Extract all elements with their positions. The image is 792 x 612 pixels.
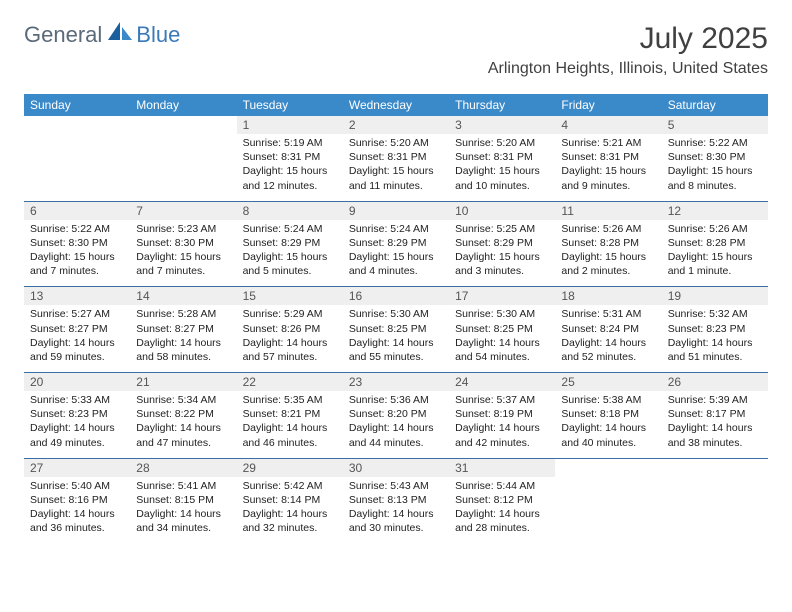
day-content-cell [24,134,130,201]
day-number-cell: 3 [449,116,555,134]
day-content-cell: Sunrise: 5:35 AM Sunset: 8:21 PM Dayligh… [237,391,343,458]
day-content-cell: Sunrise: 5:20 AM Sunset: 8:31 PM Dayligh… [449,134,555,201]
day-content-cell: Sunrise: 5:25 AM Sunset: 8:29 PM Dayligh… [449,220,555,287]
day-number-cell: 2 [343,116,449,134]
day-content-cell: Sunrise: 5:23 AM Sunset: 8:30 PM Dayligh… [130,220,236,287]
day-number-cell: 17 [449,287,555,306]
day-content-cell: Sunrise: 5:34 AM Sunset: 8:22 PM Dayligh… [130,391,236,458]
header: General Blue July 2025 Arlington Heights… [0,0,792,86]
day-number-cell: 13 [24,287,130,306]
day-content-cell [130,134,236,201]
day-content-cell: Sunrise: 5:29 AM Sunset: 8:26 PM Dayligh… [237,305,343,372]
day-content-cell: Sunrise: 5:26 AM Sunset: 8:28 PM Dayligh… [555,220,661,287]
day-content-row: Sunrise: 5:40 AM Sunset: 8:16 PM Dayligh… [24,477,768,544]
day-number-cell: 26 [662,373,768,392]
day-content-row: Sunrise: 5:27 AM Sunset: 8:27 PM Dayligh… [24,305,768,372]
day-number-row: 6789101112 [24,201,768,220]
day-content-cell: Sunrise: 5:33 AM Sunset: 8:23 PM Dayligh… [24,391,130,458]
day-content-row: Sunrise: 5:19 AM Sunset: 8:31 PM Dayligh… [24,134,768,201]
day-content-row: Sunrise: 5:22 AM Sunset: 8:30 PM Dayligh… [24,220,768,287]
day-number-cell: 25 [555,373,661,392]
day-number-cell: 11 [555,201,661,220]
day-number-cell: 24 [449,373,555,392]
calendar-table: Sunday Monday Tuesday Wednesday Thursday… [24,94,768,543]
day-content-cell: Sunrise: 5:41 AM Sunset: 8:15 PM Dayligh… [130,477,236,544]
day-content-cell: Sunrise: 5:31 AM Sunset: 8:24 PM Dayligh… [555,305,661,372]
day-content-cell: Sunrise: 5:42 AM Sunset: 8:14 PM Dayligh… [237,477,343,544]
day-content-cell: Sunrise: 5:40 AM Sunset: 8:16 PM Dayligh… [24,477,130,544]
day-number-cell: 4 [555,116,661,134]
weekday-header: Friday [555,94,661,116]
day-number-cell: 8 [237,201,343,220]
day-content-cell: Sunrise: 5:30 AM Sunset: 8:25 PM Dayligh… [343,305,449,372]
day-number-cell: 22 [237,373,343,392]
day-content-cell [662,477,768,544]
day-number-cell: 18 [555,287,661,306]
day-content-cell: Sunrise: 5:24 AM Sunset: 8:29 PM Dayligh… [343,220,449,287]
weekday-header: Sunday [24,94,130,116]
day-number-cell: 31 [449,458,555,477]
day-content-cell: Sunrise: 5:20 AM Sunset: 8:31 PM Dayligh… [343,134,449,201]
weekday-header: Thursday [449,94,555,116]
weekday-header: Saturday [662,94,768,116]
day-number-cell: 30 [343,458,449,477]
day-content-cell: Sunrise: 5:21 AM Sunset: 8:31 PM Dayligh… [555,134,661,201]
day-content-cell: Sunrise: 5:43 AM Sunset: 8:13 PM Dayligh… [343,477,449,544]
location-subtitle: Arlington Heights, Illinois, United Stat… [488,60,768,78]
logo-text-blue: Blue [136,22,180,48]
day-number-cell: 5 [662,116,768,134]
day-number-row: 20212223242526 [24,373,768,392]
day-content-cell: Sunrise: 5:19 AM Sunset: 8:31 PM Dayligh… [237,134,343,201]
day-number-row: 12345 [24,116,768,134]
day-number-cell [24,116,130,134]
day-number-cell: 20 [24,373,130,392]
day-number-cell: 16 [343,287,449,306]
day-content-cell: Sunrise: 5:36 AM Sunset: 8:20 PM Dayligh… [343,391,449,458]
day-number-cell: 23 [343,373,449,392]
day-number-cell: 15 [237,287,343,306]
day-number-cell: 21 [130,373,236,392]
weekday-header: Monday [130,94,236,116]
day-number-cell: 29 [237,458,343,477]
day-content-cell: Sunrise: 5:24 AM Sunset: 8:29 PM Dayligh… [237,220,343,287]
day-number-cell: 9 [343,201,449,220]
day-number-cell [555,458,661,477]
day-number-cell: 28 [130,458,236,477]
day-content-cell: Sunrise: 5:26 AM Sunset: 8:28 PM Dayligh… [662,220,768,287]
day-number-row: 13141516171819 [24,287,768,306]
day-number-cell: 10 [449,201,555,220]
day-content-cell: Sunrise: 5:28 AM Sunset: 8:27 PM Dayligh… [130,305,236,372]
day-number-cell: 14 [130,287,236,306]
calendar-header-row: Sunday Monday Tuesday Wednesday Thursday… [24,94,768,116]
day-content-cell: Sunrise: 5:27 AM Sunset: 8:27 PM Dayligh… [24,305,130,372]
day-content-cell: Sunrise: 5:22 AM Sunset: 8:30 PM Dayligh… [662,134,768,201]
day-content-cell: Sunrise: 5:30 AM Sunset: 8:25 PM Dayligh… [449,305,555,372]
logo: General Blue [24,22,180,48]
day-content-cell: Sunrise: 5:32 AM Sunset: 8:23 PM Dayligh… [662,305,768,372]
day-number-cell [662,458,768,477]
day-content-row: Sunrise: 5:33 AM Sunset: 8:23 PM Dayligh… [24,391,768,458]
day-content-cell: Sunrise: 5:39 AM Sunset: 8:17 PM Dayligh… [662,391,768,458]
title-block: July 2025 Arlington Heights, Illinois, U… [488,22,768,78]
day-number-cell: 12 [662,201,768,220]
logo-text-general: General [24,22,102,48]
month-title: July 2025 [488,22,768,56]
day-number-cell: 27 [24,458,130,477]
day-number-cell: 19 [662,287,768,306]
weekday-header: Wednesday [343,94,449,116]
day-number-cell [130,116,236,134]
day-number-row: 2728293031 [24,458,768,477]
logo-sail-icon [108,22,134,47]
day-number-cell: 6 [24,201,130,220]
day-content-cell: Sunrise: 5:44 AM Sunset: 8:12 PM Dayligh… [449,477,555,544]
day-number-cell: 1 [237,116,343,134]
day-number-cell: 7 [130,201,236,220]
day-content-cell: Sunrise: 5:38 AM Sunset: 8:18 PM Dayligh… [555,391,661,458]
weekday-header: Tuesday [237,94,343,116]
day-content-cell: Sunrise: 5:37 AM Sunset: 8:19 PM Dayligh… [449,391,555,458]
day-content-cell [555,477,661,544]
day-content-cell: Sunrise: 5:22 AM Sunset: 8:30 PM Dayligh… [24,220,130,287]
